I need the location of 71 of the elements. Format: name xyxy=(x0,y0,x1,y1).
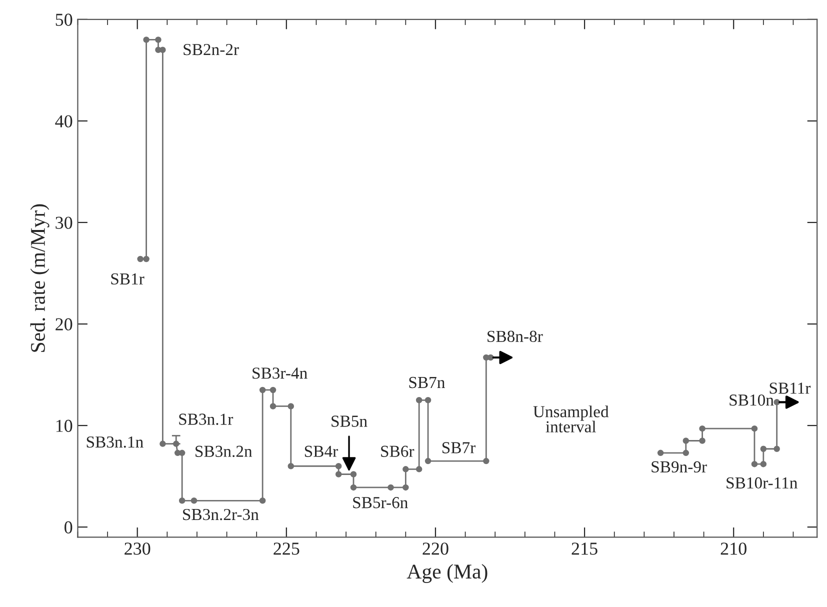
y-tick-label: 0 xyxy=(64,521,72,534)
x-tick-label: 230 xyxy=(124,542,150,555)
point xyxy=(483,458,490,464)
point xyxy=(402,484,409,491)
point xyxy=(288,463,294,470)
annotation: SB1r xyxy=(111,273,144,285)
point xyxy=(160,440,166,447)
point xyxy=(270,403,276,410)
y-tick-label: 10 xyxy=(56,420,72,432)
y-axis-title: Sed. rate (m/Myr) xyxy=(30,204,50,352)
point xyxy=(657,450,664,456)
point xyxy=(424,397,432,404)
annotation: SB9n-9r xyxy=(652,461,707,473)
point xyxy=(760,460,767,468)
annotation: SB6r xyxy=(381,446,414,457)
annotation: SB5r-6n xyxy=(353,497,408,508)
point xyxy=(178,450,186,456)
annotation: SB3n.1r xyxy=(179,414,234,425)
annotation: SB7n xyxy=(409,376,445,388)
point xyxy=(488,354,494,361)
point xyxy=(774,446,780,452)
x-tick-label: 210 xyxy=(720,542,746,555)
y-tick-label: 50 xyxy=(56,14,72,26)
annotation: SB3n.1n xyxy=(86,436,144,448)
point xyxy=(160,46,166,54)
point xyxy=(699,425,706,432)
y-tick-label: 40 xyxy=(55,115,72,128)
annotation: SB2n-2r xyxy=(184,44,239,56)
annotation: SB3r-4n xyxy=(252,368,308,379)
annotation: SB7r xyxy=(442,442,476,454)
point xyxy=(155,36,162,43)
point xyxy=(751,425,758,432)
point xyxy=(190,498,198,504)
point xyxy=(402,466,409,472)
y-tick-label: 20 xyxy=(56,318,72,330)
annotation: SB11r xyxy=(770,382,811,394)
y-tick-label: 30 xyxy=(56,216,72,229)
point xyxy=(178,498,186,504)
point xyxy=(760,446,767,452)
point xyxy=(143,256,150,262)
point xyxy=(137,256,144,262)
point xyxy=(682,438,690,444)
annotation: Unsampled interval xyxy=(533,406,609,432)
annotation: SB3n.2n xyxy=(196,446,252,458)
x-axis-title: Age (Ma) xyxy=(406,564,488,583)
x-tick-label: 220 xyxy=(422,542,448,555)
point xyxy=(774,399,780,406)
point xyxy=(416,466,422,472)
point xyxy=(335,471,342,478)
point xyxy=(424,458,432,464)
point xyxy=(288,403,294,410)
annotation: SB4r xyxy=(304,446,338,457)
annotation: SB5n xyxy=(332,416,368,427)
point xyxy=(335,463,342,470)
annotation: SB3n.2r-3n xyxy=(183,508,259,520)
point xyxy=(699,438,706,444)
annotation: SB8n-8r xyxy=(488,330,543,342)
point xyxy=(259,498,266,504)
point xyxy=(143,36,150,43)
point xyxy=(259,386,266,394)
point xyxy=(350,471,357,478)
annotation: SB10r-11n xyxy=(726,477,798,489)
x-tick-label: 225 xyxy=(274,542,300,555)
point xyxy=(751,460,758,468)
annotation: SB10n xyxy=(730,394,774,406)
x-tick-label: 215 xyxy=(572,542,598,555)
point xyxy=(388,484,394,491)
point xyxy=(682,450,690,456)
point xyxy=(350,484,357,491)
point xyxy=(270,386,276,394)
point xyxy=(416,397,422,404)
